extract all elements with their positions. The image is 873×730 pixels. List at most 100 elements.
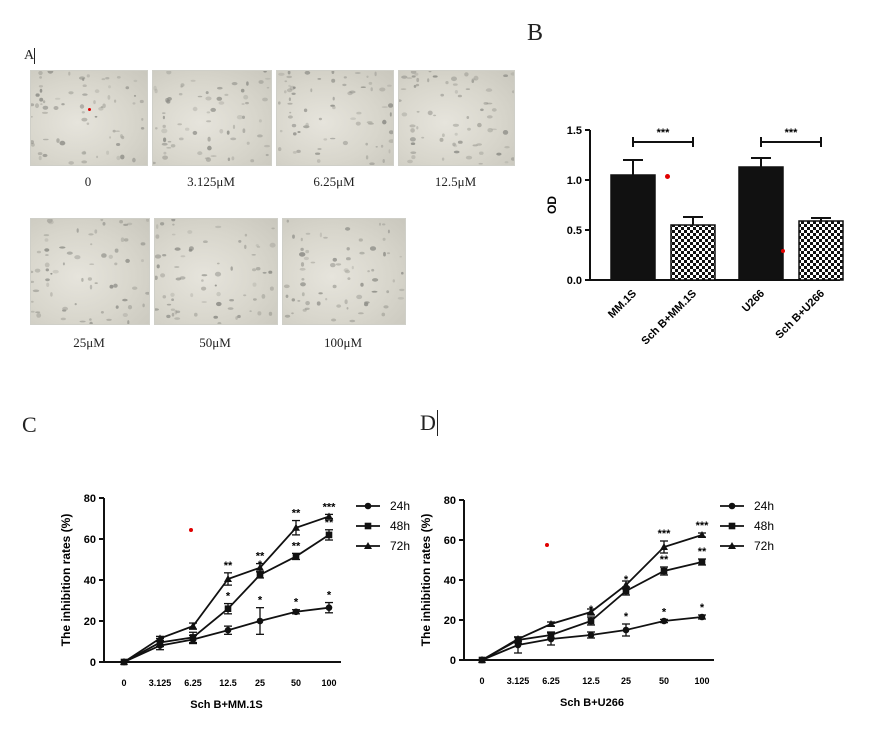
y-axis-label: The inhibition rates (%): [419, 514, 433, 647]
red-dot-marker: [665, 174, 670, 179]
micrograph-label: 3.125μM: [187, 174, 235, 189]
x-tick-label: 3.125: [149, 678, 172, 688]
marker-triangle: [622, 581, 630, 588]
x-tick-label: 100: [694, 676, 709, 686]
legend-label: 48h: [390, 519, 410, 533]
x-axis-label: Sch B+MM.1S: [190, 699, 262, 711]
marker-circle: [622, 626, 630, 634]
inhibition-chart-mm1s: 0 20 40 60 80 The inhibition rates (%) 0 3.125 6…: [60, 493, 410, 711]
y-tick-label: 20: [84, 616, 96, 628]
marker-square: [587, 617, 595, 625]
category-label: U266: [740, 288, 767, 315]
category-label: MM.1S: [606, 288, 639, 321]
marker-square: [189, 634, 197, 641]
cell-texture: [399, 71, 514, 165]
x-tick-label: 6.25: [184, 678, 202, 688]
bar: [670, 224, 716, 281]
significance-star: *: [624, 611, 629, 623]
panel-letter-d: D: [420, 410, 436, 435]
significance-star: **: [256, 551, 265, 563]
x-tick-label: 3.125: [507, 676, 530, 686]
cell-texture: [278, 71, 393, 165]
red-dot-marker: [88, 108, 91, 111]
red-dot-marker: [189, 528, 193, 532]
y-axis-label: OD: [545, 196, 559, 214]
y-tick-label: 0.0: [567, 275, 582, 287]
significance-star: ***: [658, 528, 672, 540]
marker-triangle: [292, 523, 300, 531]
x-axis-label: Sch B+U266: [560, 697, 624, 709]
category-label: Sch B+MM.1S: [639, 288, 699, 348]
significance-star: **: [292, 540, 301, 552]
marker-triangle: [224, 574, 232, 582]
legend-label: 24h: [390, 499, 410, 513]
marker-circle: [292, 608, 300, 616]
y-tick-label: 80: [444, 495, 456, 507]
micrograph-label: 6.25μM: [313, 174, 355, 189]
marker-square: [156, 639, 164, 646]
marker-square: [698, 558, 706, 566]
significance-star: *: [662, 606, 667, 618]
marker-circle: [587, 631, 595, 639]
y-tick-label: 1.5: [567, 125, 582, 137]
marker-triangle: [728, 542, 736, 549]
bar: [738, 166, 784, 281]
y-axis-label: The inhibition rates (%): [60, 514, 73, 647]
marker-triangle: [256, 563, 264, 571]
marker-square: [660, 567, 668, 575]
marker-square: [547, 631, 555, 639]
x-tick-label: 25: [255, 678, 265, 688]
panel-letter-b: B: [527, 20, 544, 46]
micrograph-image: [398, 70, 515, 166]
micrograph-image: [282, 218, 406, 325]
marker-triangle: [364, 542, 372, 549]
micrograph-image: [276, 70, 394, 166]
micrograph-label: 100μM: [323, 335, 363, 350]
y-tick-label: 60: [84, 534, 96, 546]
inhibition-chart-u266: 0 20 40 60 80 The inhibition rates (%) 0 3.125 6…: [419, 495, 774, 709]
legend-label: 72h: [390, 539, 410, 553]
cell-texture: [283, 219, 405, 323]
micrograph-image: [152, 70, 272, 166]
series-line: [123, 515, 330, 663]
cell-texture: [155, 219, 276, 324]
marker-circle: [660, 617, 668, 625]
micrograph-image: [30, 218, 150, 325]
x-tick-label: 12.5: [219, 678, 237, 688]
marker-triangle: [660, 543, 668, 550]
y-tick-label: 20: [444, 615, 456, 627]
micrograph-label: 12.5μM: [434, 174, 477, 189]
marker-triangle: [698, 531, 706, 538]
marker-circle: [256, 617, 264, 625]
bar: [798, 220, 844, 281]
micrograph-image: [154, 218, 278, 325]
significance-star: *: [226, 591, 231, 603]
y-tick-label: 80: [84, 493, 96, 505]
significance-label: ***: [785, 127, 799, 139]
y-tick-label: 60: [444, 535, 456, 547]
marker-triangle: [587, 608, 595, 615]
marker-square: [364, 522, 372, 530]
marker-circle: [698, 613, 706, 621]
marker-triangle: [547, 620, 555, 627]
marker-square: [728, 522, 736, 530]
y-tick-label: 0.5: [567, 225, 582, 237]
od-bar-chart: 0.0 0.5 1.0 1.5 OD MM.1S Sch B+MM.1S U266 Sch B+…: [545, 125, 844, 348]
significance-star: **: [660, 554, 669, 566]
marker-square: [622, 587, 630, 595]
x-tick-label: 6.25: [542, 676, 560, 686]
marker-square: [256, 571, 264, 579]
significance-star: *: [624, 574, 629, 586]
category-label: Sch B+U266: [773, 288, 827, 342]
legend-label: 72h: [754, 539, 774, 553]
x-tick-label: 12.5: [582, 676, 600, 686]
marker-triangle: [156, 634, 164, 642]
y-tick-label: 0: [450, 655, 456, 667]
micrograph-image: [30, 70, 148, 166]
x-tick-label: 50: [659, 676, 669, 686]
significance-star: *: [327, 590, 332, 602]
red-dot-marker: [545, 543, 549, 547]
red-dot-marker: [781, 249, 785, 253]
x-tick-label: 100: [321, 678, 336, 688]
marker-triangle: [478, 656, 486, 663]
